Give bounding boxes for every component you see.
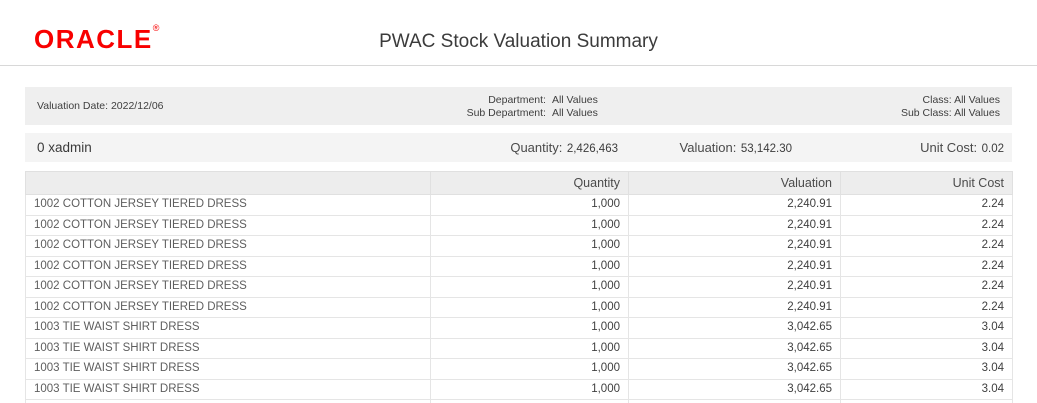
item-column-header xyxy=(25,171,431,195)
summary-quantity-value: 2,426,463 xyxy=(566,142,618,155)
quantity-cell: 1,000 xyxy=(430,317,629,339)
quantity-cell: 1,000 xyxy=(430,235,629,257)
unit-cost-cell: 3.04 xyxy=(840,399,1013,403)
sub-class-value: All Values xyxy=(954,106,1000,119)
valuation-cell: 2,240.91 xyxy=(628,235,841,257)
quantity-cell: 1,000 xyxy=(430,399,629,403)
table-row: 1003 TIE WAIST SHIRT DRESS 1,000 3,042.6… xyxy=(25,337,1013,359)
summary-group-label: 0 xadmin xyxy=(37,140,92,155)
valuation-cell: 3,042.65 xyxy=(628,358,841,380)
valuation-cell: 3,042.65 xyxy=(628,378,841,400)
table-row: 1002 COTTON JERSEY TIERED DRESS 1,000 2,… xyxy=(25,235,1013,257)
valuation-cell: 3,042.65 xyxy=(628,317,841,339)
valuation-column-header: Valuation xyxy=(628,171,841,195)
summary-valuation-value: 53,142.30 xyxy=(740,142,792,155)
summary-valuation-label: Valuation: xyxy=(679,139,737,155)
table-row: 1003 TIE WAIST SHIRT DRESS 1,000 3,042.6… xyxy=(25,378,1013,400)
sub-class-filter-row: Sub Class: All Values xyxy=(901,107,1000,119)
unit-cost-cell: 2.24 xyxy=(840,214,1013,236)
item-cell: 1003 TIE WAIST SHIRT DRESS xyxy=(25,378,431,400)
quantity-cell: 1,000 xyxy=(430,337,629,359)
summary-unit-cost-label: Unit Cost: xyxy=(920,139,978,155)
oracle-logo-text: ORACLE xyxy=(34,24,153,54)
valuation-date: Valuation Date: 2022/12/06 xyxy=(35,100,164,112)
unit-cost-cell: 3.04 xyxy=(840,337,1013,359)
valuation-cell: 2,240.91 xyxy=(628,194,841,216)
department-filters: Department: All Values Sub Department: A… xyxy=(467,93,598,119)
item-cell: 1003 TIE WAIST SHIRT DRESS xyxy=(25,399,431,403)
class-label: Class: xyxy=(922,93,952,106)
quantity-cell: 1,000 xyxy=(430,214,629,236)
valuation-cell: 2,240.91 xyxy=(628,255,841,277)
summary-valuation: Valuation: 53,142.30 xyxy=(628,139,840,157)
table-row: 1003 TIE WAIST SHIRT DRESS 1,000 3,042.6… xyxy=(25,317,1013,339)
item-cell: 1002 COTTON JERSEY TIERED DRESS xyxy=(25,194,431,216)
item-cell: 1003 TIE WAIST SHIRT DRESS xyxy=(25,317,431,339)
page-title: PWAC Stock Valuation Summary xyxy=(379,31,658,52)
item-cell: 1002 COTTON JERSEY TIERED DRESS xyxy=(25,296,431,318)
unit-cost-cell: 2.24 xyxy=(840,235,1013,257)
table-header: Quantity Valuation Unit Cost xyxy=(25,171,1013,195)
filter-bar: Valuation Date: 2022/12/06 Department: A… xyxy=(25,87,1012,125)
sub-department-value: All Values xyxy=(551,106,598,119)
table-row: 1003 TIE WAIST SHIRT DRESS 1,000 3,042.6… xyxy=(25,358,1013,380)
unit-cost-cell: 2.24 xyxy=(840,296,1013,318)
valuation-cell: 2,240.91 xyxy=(628,214,841,236)
quantity-column-header: Quantity xyxy=(430,171,629,195)
item-cell: 1002 COTTON JERSEY TIERED DRESS xyxy=(25,255,431,277)
quantity-cell: 1,000 xyxy=(430,296,629,318)
item-cell: 1003 TIE WAIST SHIRT DRESS xyxy=(25,337,431,359)
unit-cost-cell: 2.24 xyxy=(840,255,1013,277)
item-cell: 1002 COTTON JERSEY TIERED DRESS xyxy=(25,276,431,298)
item-cell: 1002 COTTON JERSEY TIERED DRESS xyxy=(25,235,431,257)
table-row: 1002 COTTON JERSEY TIERED DRESS 1,000 2,… xyxy=(25,214,1013,236)
valuation-date-label: Valuation Date: xyxy=(37,100,109,112)
summary-quantity-label: Quantity: xyxy=(510,139,563,155)
table-row: 1003 TIE WAIST SHIRT DRESS 1,000 3,042.6… xyxy=(25,399,1013,403)
summary-unit-cost: Unit Cost: 0.02 xyxy=(840,139,1012,157)
unit-cost-cell: 2.24 xyxy=(840,276,1013,298)
valuation-cell: 3,042.65 xyxy=(628,399,841,403)
valuation-cell: 2,240.91 xyxy=(628,296,841,318)
table-row: 1002 COTTON JERSEY TIERED DRESS 1,000 2,… xyxy=(25,255,1013,277)
summary-band: 0 xadmin Quantity: 2,426,463 Valuation: … xyxy=(25,133,1012,162)
valuation-cell: 3,042.65 xyxy=(628,337,841,359)
unit-cost-column-header: Unit Cost xyxy=(840,171,1013,195)
summary-unit-cost-value: 0.02 xyxy=(981,142,1004,155)
table-row: 1002 COTTON JERSEY TIERED DRESS 1,000 2,… xyxy=(25,296,1013,318)
table-row: 1002 COTTON JERSEY TIERED DRESS 1,000 2,… xyxy=(25,194,1013,216)
valuation-date-value: 2022/12/06 xyxy=(110,100,164,112)
valuation-cell: 2,240.91 xyxy=(628,276,841,298)
item-cell: 1003 TIE WAIST SHIRT DRESS xyxy=(25,358,431,380)
department-value: All Values xyxy=(551,93,598,106)
registered-trademark-icon: ® xyxy=(152,23,160,33)
summary-quantity: Quantity: 2,426,463 xyxy=(430,139,628,157)
class-filters: Class: All Values Sub Class: All Values xyxy=(901,93,1002,119)
unit-cost-cell: 3.04 xyxy=(840,317,1013,339)
table-body: 1002 COTTON JERSEY TIERED DRESS 1,000 2,… xyxy=(25,194,1013,403)
quantity-cell: 1,000 xyxy=(430,194,629,216)
quantity-cell: 1,000 xyxy=(430,358,629,380)
report-header: ORACLE® PWAC Stock Valuation Summary xyxy=(0,0,1037,66)
quantity-cell: 1,000 xyxy=(430,255,629,277)
item-cell: 1002 COTTON JERSEY TIERED DRESS xyxy=(25,214,431,236)
unit-cost-cell: 3.04 xyxy=(840,358,1013,380)
sub-class-label: Sub Class: xyxy=(900,106,952,119)
oracle-logo: ORACLE® xyxy=(34,23,160,54)
department-label: Department: xyxy=(488,93,546,106)
stock-valuation-table: Quantity Valuation Unit Cost 1002 COTTON… xyxy=(25,171,1013,403)
unit-cost-cell: 2.24 xyxy=(840,194,1013,216)
quantity-cell: 1,000 xyxy=(430,378,629,400)
table-row: 1002 COTTON JERSEY TIERED DRESS 1,000 2,… xyxy=(25,276,1013,298)
class-filter-row: Class: All Values xyxy=(901,94,1000,106)
sub-department-label: Sub Department: xyxy=(466,106,546,119)
quantity-cell: 1,000 xyxy=(430,276,629,298)
table-header-row: Quantity Valuation Unit Cost xyxy=(25,171,1013,195)
class-value: All Values xyxy=(954,93,1000,106)
unit-cost-cell: 3.04 xyxy=(840,378,1013,400)
